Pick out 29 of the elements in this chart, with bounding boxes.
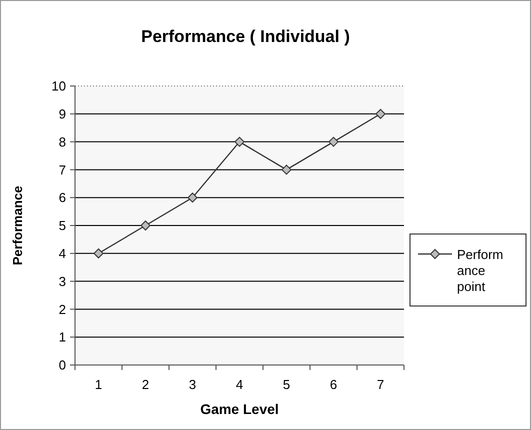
x-axis-title: Game Level [200,401,279,417]
x-tick-label: 1 [94,377,102,392]
y-tick-label: 3 [58,274,66,289]
chart-title: Performance ( Individual ) [141,27,350,46]
point [282,164,292,175]
y-tick-label: 9 [58,106,66,122]
y-tick-label: 5 [58,218,66,234]
point [328,136,338,147]
point [140,220,150,230]
x-tick-label: 3 [188,377,196,392]
y-tick-label: 0 [58,358,66,373]
x-tick-label: 4 [236,377,244,392]
point [188,192,198,203]
point [376,108,386,119]
legend-label: Performance point [457,247,504,294]
y-tick-label: 2 [58,302,66,317]
x-tick-label: 5 [282,377,290,392]
y-tick-label: 6 [58,190,66,206]
point [234,136,244,147]
y-axis-title: Performance [10,186,25,266]
x-tick-label: 7 [376,377,384,392]
y-tick-label: 7 [58,162,66,178]
y-tick-label: 4 [58,246,66,261]
x-tick-label: 6 [330,377,338,392]
point [94,248,104,258]
x-tick-label: 2 [142,377,150,392]
y-tick-label: 1 [58,330,66,345]
y-tick-label: 8 [58,134,66,150]
y-tick-label: 10 [52,78,66,94]
